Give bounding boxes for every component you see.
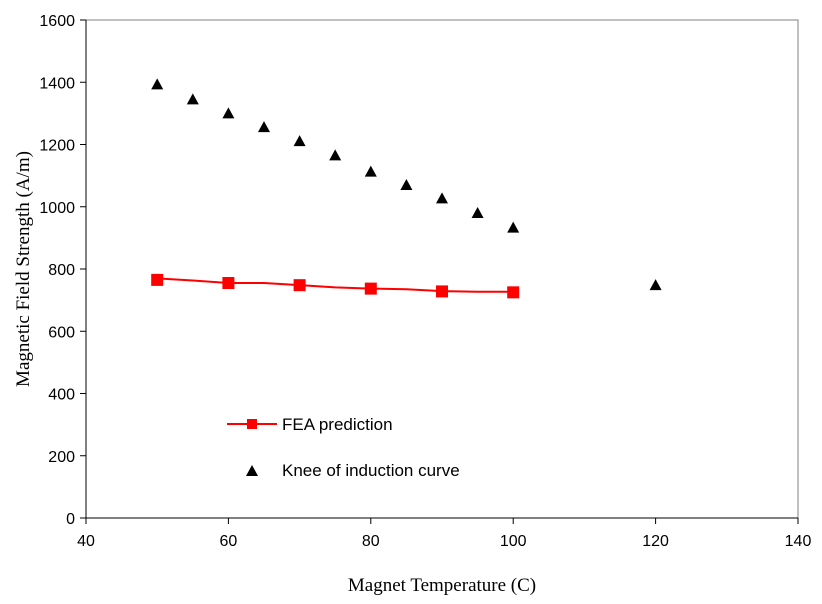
- plot-area: [85, 19, 799, 519]
- fea-prediction-point: [151, 273, 164, 286]
- y-tick-label: 600: [48, 324, 75, 341]
- knee-point: [186, 93, 199, 105]
- knee-point: [649, 279, 662, 291]
- knee-point: [151, 78, 164, 90]
- y-tick-label: 1400: [39, 75, 75, 92]
- knee-point: [258, 121, 270, 133]
- fea-prediction-line: [157, 277, 514, 293]
- fea-prediction-point: [293, 279, 306, 292]
- legend: FEA prediction Knee of induction curve: [227, 415, 460, 480]
- fea-prediction-point: [436, 285, 448, 298]
- knee-point: [471, 206, 484, 218]
- knee-point: [329, 149, 342, 161]
- knee-point: [400, 178, 413, 190]
- legend-knee-marker: [246, 465, 258, 476]
- knee-point: [222, 107, 235, 119]
- legend-fea-label: FEA prediction: [282, 415, 393, 434]
- series-layer: [151, 78, 662, 299]
- x-tick-label: 80: [362, 533, 380, 550]
- fea-prediction-point: [222, 277, 235, 290]
- knee-point: [293, 135, 306, 147]
- y-ticks: 0 200 400 600 800 1000 1200 1400 1600: [39, 13, 86, 528]
- x-tick-label: 40: [77, 533, 95, 550]
- y-tick-label: 1600: [39, 13, 75, 30]
- y-tick-label: 1000: [39, 200, 75, 217]
- knee-point: [436, 192, 448, 204]
- fea-prediction-point: [364, 282, 377, 295]
- x-tick-label: 60: [220, 533, 238, 550]
- y-tick-label: 400: [48, 387, 75, 404]
- knee-point: [507, 221, 520, 233]
- legend-knee-label: Knee of induction curve: [282, 461, 460, 480]
- y-axis-title: Magnetic Field Strength (A/m): [13, 151, 34, 387]
- y-tick-label: 200: [48, 449, 75, 466]
- y-tick-label: 0: [66, 511, 75, 528]
- x-ticks: 40 60 80 100 120 140: [77, 518, 811, 550]
- x-tick-label: 140: [785, 533, 812, 550]
- knee-point: [364, 165, 377, 177]
- legend-fea-marker: [247, 419, 257, 429]
- y-tick-label: 800: [48, 262, 75, 279]
- y-tick-label: 1200: [39, 138, 75, 155]
- x-tick-label: 100: [500, 533, 527, 550]
- x-axis-title: Magnet Temperature (C): [348, 575, 536, 596]
- x-tick-label: 120: [642, 533, 669, 550]
- fea-prediction-point: [507, 286, 520, 299]
